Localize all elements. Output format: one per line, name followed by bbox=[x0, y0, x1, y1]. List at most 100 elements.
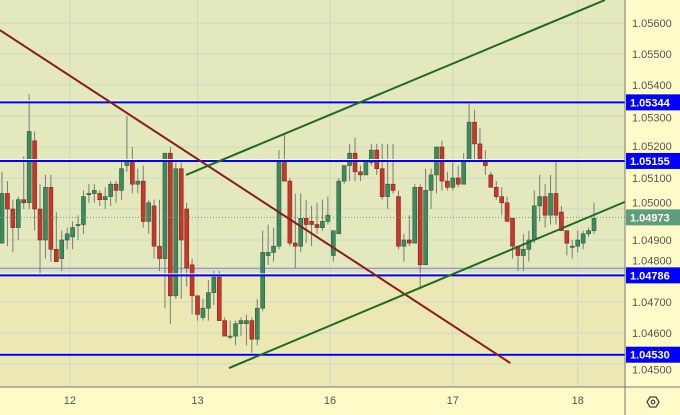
candle bbox=[254, 298, 260, 346]
candle bbox=[298, 193, 304, 253]
hexagon-gear-icon[interactable] bbox=[646, 396, 660, 408]
candle bbox=[292, 193, 298, 268]
candle bbox=[15, 196, 21, 240]
candle bbox=[140, 165, 146, 228]
candle bbox=[336, 178, 342, 235]
candle bbox=[227, 320, 233, 340]
candle bbox=[222, 317, 227, 337]
time-axis[interactable] bbox=[0, 387, 625, 415]
candle-body-down bbox=[314, 224, 320, 228]
candle bbox=[10, 199, 16, 253]
price-tick-label: 1.04900 bbox=[632, 235, 672, 247]
candle bbox=[0, 171, 5, 244]
candle-body-up bbox=[548, 193, 553, 216]
candle-body-up bbox=[238, 320, 244, 325]
candle-body-up bbox=[81, 196, 86, 225]
price-tick-label: 1.05100 bbox=[632, 173, 672, 185]
price-tick-label: 1.05500 bbox=[632, 49, 672, 61]
candle-body-down bbox=[216, 276, 222, 321]
candle bbox=[341, 165, 347, 185]
level-price-tag-background bbox=[626, 346, 680, 363]
candle bbox=[54, 212, 59, 263]
candle bbox=[37, 184, 43, 275]
candle bbox=[423, 168, 428, 266]
candle bbox=[488, 171, 494, 188]
candle bbox=[119, 159, 124, 200]
candle-body-down bbox=[379, 168, 385, 197]
candle-body-down bbox=[140, 180, 146, 222]
candle-body-down bbox=[54, 249, 59, 263]
candle-body-down bbox=[439, 146, 445, 182]
candle-body-down bbox=[309, 221, 314, 225]
candle-body-up bbox=[173, 168, 179, 297]
price-tick-label: 1.04600 bbox=[632, 328, 672, 340]
candle bbox=[195, 295, 200, 321]
candle bbox=[5, 181, 10, 247]
current-price-tag-background bbox=[626, 209, 680, 226]
candle-body-down bbox=[488, 174, 494, 188]
candle bbox=[233, 320, 238, 346]
candle bbox=[162, 152, 168, 309]
candle-body-up bbox=[369, 149, 374, 163]
candle-body-up bbox=[102, 196, 108, 201]
candle-body-up bbox=[298, 218, 304, 247]
candle-body-down bbox=[157, 245, 162, 259]
candle bbox=[97, 190, 103, 206]
candle bbox=[564, 230, 570, 256]
trend-line[interactable] bbox=[185, 0, 606, 176]
candle bbox=[249, 317, 255, 355]
candle bbox=[59, 230, 65, 271]
candle-body-up bbox=[200, 307, 206, 318]
candle-body-down bbox=[477, 143, 483, 160]
candle-body-down bbox=[510, 218, 515, 247]
candle bbox=[81, 190, 86, 234]
date-tick-label: 16 bbox=[324, 395, 336, 407]
candle bbox=[472, 109, 477, 163]
candle bbox=[331, 230, 336, 262]
candle bbox=[168, 147, 173, 324]
trend-line[interactable] bbox=[0, 29, 511, 364]
candle bbox=[135, 168, 141, 194]
current-price-tag: 1.04973 bbox=[630, 212, 670, 224]
candle bbox=[108, 181, 113, 206]
candle-body-down bbox=[358, 171, 363, 176]
candle-body-up bbox=[423, 190, 428, 266]
candle-body-down bbox=[48, 187, 54, 250]
candle-body-up bbox=[206, 292, 211, 309]
candle bbox=[238, 317, 244, 337]
candle bbox=[445, 171, 450, 191]
candle-body-down bbox=[113, 183, 119, 191]
candle-body-up bbox=[336, 180, 342, 235]
price-tick-label: 1.04800 bbox=[632, 255, 672, 267]
candle bbox=[526, 230, 532, 262]
candle bbox=[396, 190, 401, 250]
candle-body-down bbox=[390, 183, 396, 191]
candle bbox=[216, 271, 222, 321]
candle-body-up bbox=[412, 187, 418, 244]
candle-body-down bbox=[151, 205, 157, 247]
level-price-tag: 1.05155 bbox=[630, 156, 670, 168]
candle-body-up bbox=[59, 239, 65, 259]
candle bbox=[401, 233, 407, 262]
candle-body-up bbox=[531, 205, 537, 241]
candle-body-down bbox=[292, 242, 298, 247]
candle bbox=[537, 174, 542, 222]
candle-body-up bbox=[521, 249, 526, 256]
candle bbox=[303, 199, 309, 244]
candle-body-down bbox=[287, 180, 293, 244]
candle-body-up bbox=[70, 227, 75, 238]
candle bbox=[548, 174, 553, 225]
candle-body-down bbox=[5, 193, 10, 210]
candle bbox=[271, 227, 276, 262]
candle bbox=[314, 202, 320, 234]
candle bbox=[113, 181, 119, 203]
level-price-tag: 1.05344 bbox=[630, 97, 671, 109]
candle bbox=[450, 162, 456, 191]
trend-line[interactable] bbox=[228, 200, 626, 369]
candle-body-down bbox=[168, 152, 173, 297]
candle-body-up bbox=[75, 224, 81, 227]
candle-body-up bbox=[108, 183, 113, 197]
candle bbox=[417, 184, 423, 290]
price-axis[interactable] bbox=[625, 0, 680, 415]
